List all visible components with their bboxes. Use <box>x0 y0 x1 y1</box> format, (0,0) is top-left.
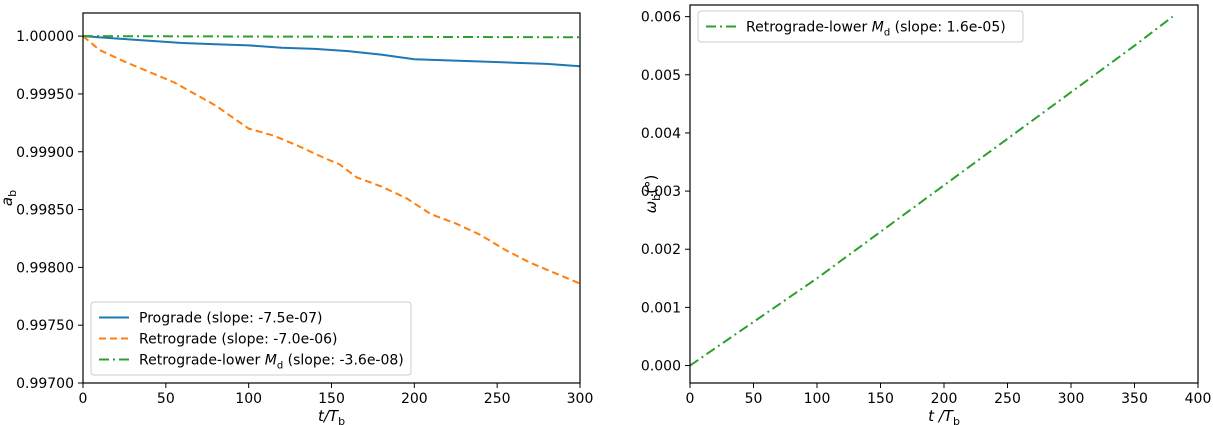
y-tick-label: 0.99850 <box>16 203 74 219</box>
y-tick-label: 0.99900 <box>16 145 74 161</box>
y-tick-label: 0.99950 <box>16 87 74 103</box>
x-tick-label: 250 <box>994 391 1021 407</box>
chart-panel-2: 0 50 100 150 200 250 300 350 400 0.000 0.001 0.002 0… <box>641 4 1212 425</box>
y-tick-label: 0.003 <box>641 184 681 200</box>
y-tick-label: 0.99800 <box>16 260 74 276</box>
y-tick-label: 0.99700 <box>16 376 74 392</box>
x-tick-label: 200 <box>401 391 428 407</box>
y-tick-label: 0.004 <box>641 126 681 142</box>
x-tick-label: 100 <box>804 391 831 407</box>
y-tick-label: 1.00000 <box>16 29 74 45</box>
y-tick-label: 0.002 <box>641 242 681 258</box>
x-tick-label: 150 <box>318 391 345 407</box>
legend-entry-2: Retrograde (slope: -7.0e-06) <box>139 332 338 348</box>
series-line-1 <box>83 35 580 68</box>
legend-box <box>90 301 412 376</box>
y-tick-label: 0.001 <box>641 300 681 316</box>
series-line-2 <box>83 35 580 285</box>
x-tick-label: 400 <box>1185 391 1212 407</box>
series-line-3 <box>83 35 580 39</box>
y-tick-label: 0.005 <box>641 68 681 84</box>
x-tick-label: 100 <box>235 391 262 407</box>
y-tick-label: 0.006 <box>641 10 681 26</box>
series-line-1 <box>690 15 1174 367</box>
x-tick-label: 50 <box>157 391 175 407</box>
x-tick-label: 0 <box>79 391 88 407</box>
y-axis-label: ab <box>0 190 19 206</box>
legend: Retrograde-lower Md (slope: 1.6e-05) <box>697 10 1024 43</box>
x-tick-label: 350 <box>1121 391 1148 407</box>
plot-frame <box>689 4 1199 384</box>
legend: Prograde (slope: -7.5e-07) Retrograde (sl… <box>90 301 412 376</box>
x-tick-label: 300 <box>567 391 594 407</box>
legend-entry-1: Retrograde-lower Md (slope: 1.6e-05) <box>746 20 1006 39</box>
x-tick-label: 200 <box>931 391 958 407</box>
chart-panel-1: 0 50 100 150 200 250 300 0.99700 0.99750 0.99800 0… <box>0 12 594 425</box>
legend-box <box>697 10 1024 43</box>
x-axis-label: t /Tb <box>928 407 960 425</box>
legend-entry-3: Retrograde-lower Md (slope: -3.6e-08) <box>139 353 404 372</box>
x-tick-label: 50 <box>745 391 763 407</box>
x-tick-label: 300 <box>1058 391 1085 407</box>
y-tick-label: 0.99750 <box>16 318 74 334</box>
y-tick-label: 0.000 <box>641 359 681 375</box>
y-axis-label: ωb(°) <box>642 175 663 214</box>
x-axis-label: t/Tb <box>318 407 345 425</box>
legend-entry-1: Prograde (slope: -7.5e-07) <box>139 311 323 327</box>
x-tick-label: 250 <box>484 391 511 407</box>
x-tick-label: 0 <box>686 391 695 407</box>
x-tick-label: 150 <box>867 391 894 407</box>
